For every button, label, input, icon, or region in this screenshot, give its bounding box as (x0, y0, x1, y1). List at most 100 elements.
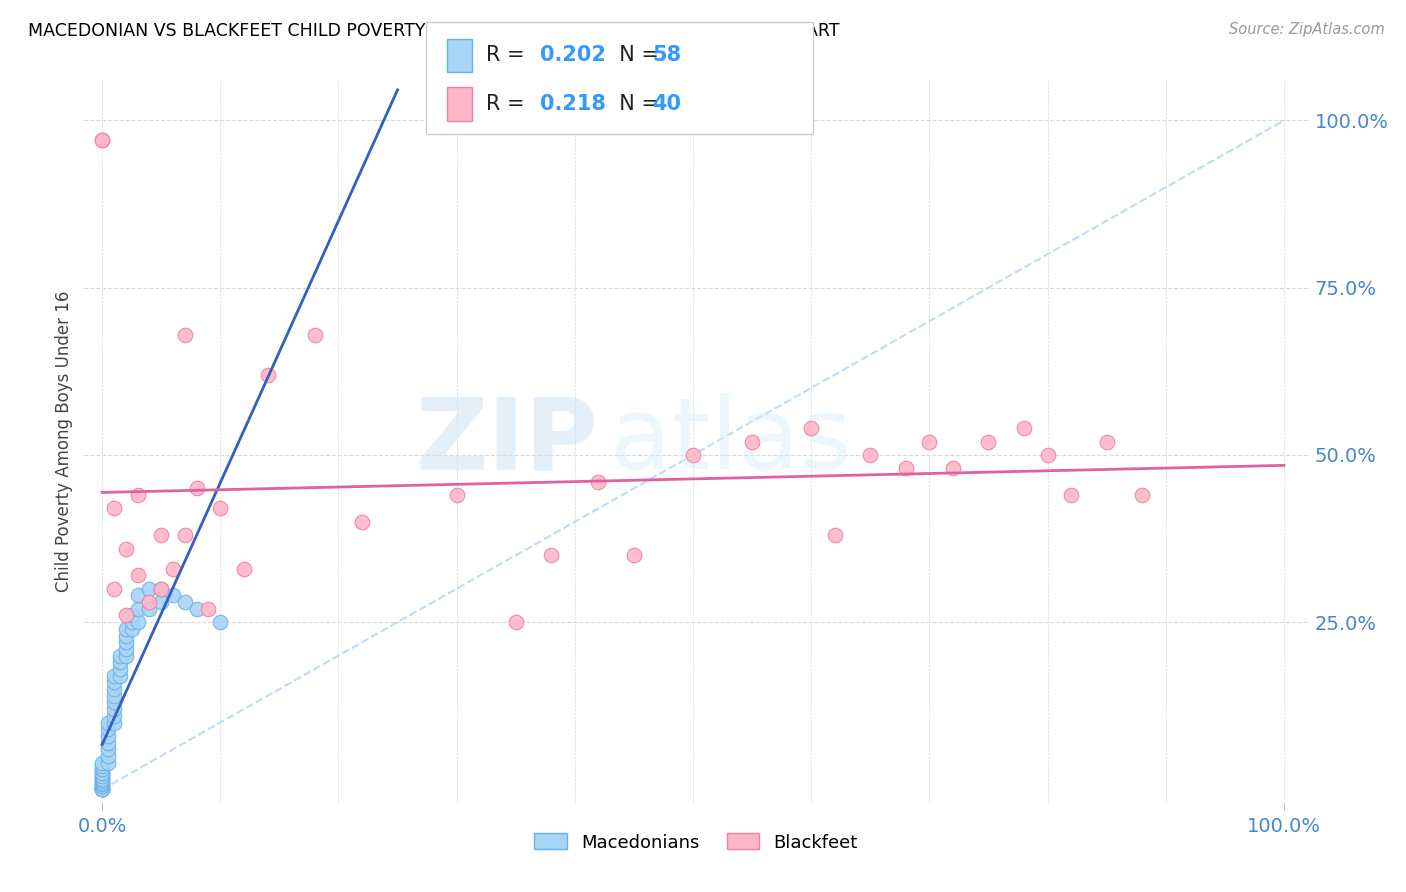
Point (91, 756, 114, 770)
Point (894, 461, 917, 475)
Point (97, 756, 120, 770)
Point (977, 434, 1000, 449)
Point (824, 528, 846, 542)
Point (121, 608, 143, 623)
Text: 0.218: 0.218 (540, 94, 606, 113)
Point (150, 582, 173, 596)
Point (1095, 434, 1118, 449)
Point (352, 515, 374, 529)
Point (138, 602, 160, 616)
Point (91, 765, 114, 780)
Point (103, 675, 125, 690)
Point (91, 774, 114, 789)
Text: ZIP: ZIP (415, 393, 598, 490)
Point (114, 628, 136, 642)
Point (103, 689, 125, 703)
Point (91, 782, 114, 797)
Point (114, 635, 136, 649)
Point (97, 742, 120, 756)
Point (103, 682, 125, 697)
Point (1012, 421, 1035, 435)
Point (97, 723, 120, 737)
Point (108, 648, 131, 663)
Point (91, 762, 114, 776)
Text: N =: N = (606, 94, 665, 113)
Point (91, 765, 114, 780)
Point (114, 541, 136, 556)
Point (91, 772, 114, 787)
Point (127, 589, 149, 603)
Text: N =: N = (606, 45, 665, 65)
Point (108, 655, 131, 669)
Text: atlas: atlas (610, 393, 852, 490)
Point (91, 776, 114, 790)
Point (91, 762, 114, 776)
Point (114, 622, 136, 636)
Point (162, 562, 184, 576)
Point (150, 528, 173, 542)
Point (197, 602, 219, 616)
Point (942, 461, 965, 475)
Text: Source: ZipAtlas.com: Source: ZipAtlas.com (1229, 22, 1385, 37)
Y-axis label: Child Poverty Among Boys Under 16: Child Poverty Among Boys Under 16 (55, 291, 73, 592)
Point (918, 434, 941, 449)
Point (97, 749, 120, 764)
Point (91, 134, 114, 148)
Point (540, 548, 562, 563)
Point (103, 582, 125, 596)
Point (127, 615, 149, 630)
Point (91, 769, 114, 783)
Point (103, 715, 125, 730)
Text: 0.202: 0.202 (540, 45, 606, 65)
Point (127, 488, 149, 502)
Point (209, 501, 232, 516)
Point (741, 434, 763, 449)
Point (859, 448, 882, 462)
Point (91, 769, 114, 783)
Point (91, 779, 114, 793)
Point (1130, 488, 1153, 502)
Point (91, 772, 114, 787)
Point (108, 662, 131, 676)
Point (91, 782, 114, 797)
Point (103, 708, 125, 723)
Point (505, 615, 527, 630)
Point (232, 562, 254, 576)
Point (121, 615, 143, 630)
Point (114, 648, 136, 663)
Point (91, 759, 114, 773)
Point (108, 669, 131, 683)
Point (138, 595, 160, 609)
Point (97, 715, 120, 730)
Text: 40: 40 (652, 94, 682, 113)
Point (103, 501, 125, 516)
Point (1036, 448, 1059, 462)
Point (103, 696, 125, 710)
Point (91, 782, 114, 797)
Text: R =: R = (486, 45, 531, 65)
Point (173, 528, 195, 542)
Point (162, 589, 184, 603)
Point (800, 421, 823, 435)
Point (91, 779, 114, 793)
Point (623, 548, 645, 563)
Point (127, 568, 149, 582)
Legend: Macedonians, Blackfeet: Macedonians, Blackfeet (527, 826, 865, 859)
Point (127, 602, 149, 616)
Point (186, 482, 208, 496)
Point (150, 595, 173, 609)
Point (186, 602, 208, 616)
Point (138, 582, 160, 596)
Point (103, 669, 125, 683)
Text: R =: R = (486, 94, 531, 113)
Point (114, 608, 136, 623)
Point (114, 642, 136, 657)
Text: 58: 58 (652, 45, 682, 65)
Point (103, 702, 125, 716)
Point (173, 327, 195, 342)
Text: MACEDONIAN VS BLACKFEET CHILD POVERTY AMONG BOYS UNDER 16 CORRELATION CHART: MACEDONIAN VS BLACKFEET CHILD POVERTY AM… (28, 22, 839, 40)
Point (446, 488, 468, 502)
Point (91, 134, 114, 148)
Point (97, 729, 120, 743)
Point (91, 776, 114, 790)
